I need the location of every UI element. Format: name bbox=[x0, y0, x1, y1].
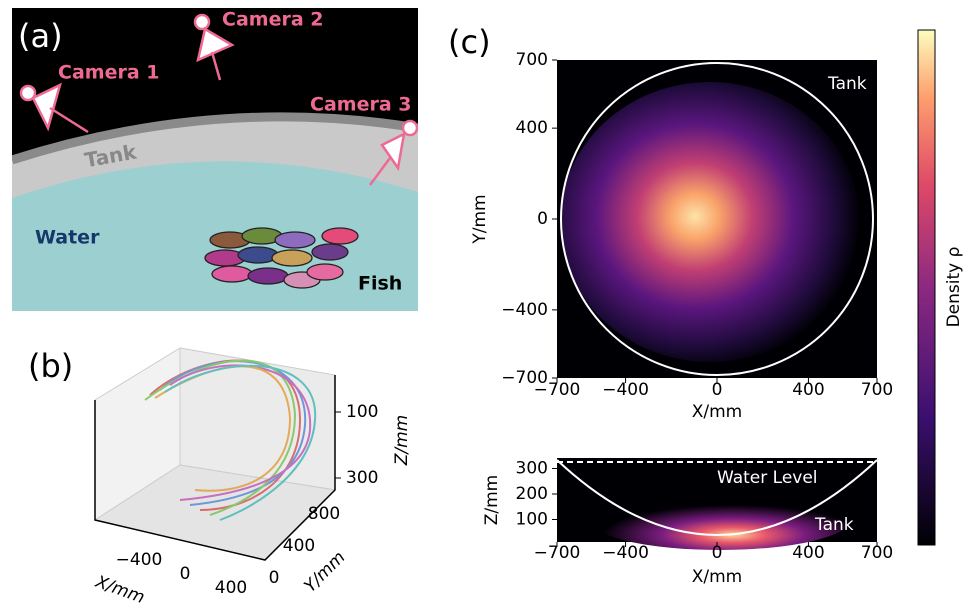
y-tick-label: 100 bbox=[516, 510, 548, 530]
x-axis-label: X/mm bbox=[692, 567, 743, 587]
x-tick-label: −400 bbox=[602, 380, 649, 400]
camera-label: Camera 3 bbox=[310, 94, 411, 116]
y-axis-label: Z/mm bbox=[482, 475, 502, 526]
camera-label: Camera 1 bbox=[58, 62, 159, 84]
panel-label: (b) bbox=[28, 347, 73, 385]
x-tick-label: 700 bbox=[861, 543, 893, 563]
annotation: Tank bbox=[814, 515, 854, 535]
x-tick-label: 0 bbox=[712, 380, 723, 400]
x-tick-label: 400 bbox=[792, 380, 824, 400]
x-tick-label: −400 bbox=[116, 550, 163, 570]
y-tick-label: 800 bbox=[308, 504, 340, 524]
y-axis-label: Y/mm bbox=[470, 194, 490, 244]
panel-a: (a) Camera 1 Camera 2 Camera 3 Tank Wate… bbox=[12, 8, 418, 311]
colorbar bbox=[918, 30, 935, 545]
z-tick-label: 100 bbox=[346, 402, 378, 422]
y-tick-label: 400 bbox=[516, 118, 548, 138]
y-tick-label: 300 bbox=[516, 459, 548, 479]
x-tick-label: 0 bbox=[180, 564, 191, 584]
x-tick-label: −700 bbox=[534, 543, 581, 563]
y-tick-label: 0 bbox=[269, 568, 280, 588]
colorbar-label: Density ρ bbox=[944, 247, 964, 328]
water-label: Water bbox=[35, 227, 100, 249]
figure: (a) Camera 1 Camera 2 Camera 3 Tank Wate… bbox=[0, 0, 968, 611]
heatmap bbox=[560, 82, 860, 362]
x-tick-label: −400 bbox=[602, 543, 649, 563]
y-tick-label: −700 bbox=[501, 368, 548, 388]
camera-label: Camera 2 bbox=[222, 9, 323, 31]
y-tick-label: 700 bbox=[516, 50, 548, 70]
x-axis-label: X/mm bbox=[692, 402, 743, 422]
panel-label: (c) bbox=[448, 23, 491, 61]
x-tick-label: 400 bbox=[215, 578, 247, 598]
panel-label: (a) bbox=[18, 17, 63, 55]
z-axis-label: Z/mm bbox=[392, 415, 412, 467]
x-tick-label: 0 bbox=[712, 543, 723, 563]
z-tick-label: 300 bbox=[346, 468, 378, 488]
x-tick-label: 400 bbox=[792, 543, 824, 563]
fish-label: Fish bbox=[358, 273, 402, 295]
heatmap bbox=[590, 490, 850, 550]
y-tick-label: 0 bbox=[537, 209, 548, 229]
fish-school bbox=[205, 228, 358, 288]
x-axis-label: X/mm bbox=[92, 572, 147, 608]
y-tick-label: 200 bbox=[516, 484, 548, 504]
x-tick-label: 700 bbox=[861, 380, 893, 400]
y-tick-label: 400 bbox=[283, 536, 315, 556]
annotation: Water Level bbox=[717, 468, 818, 488]
annotation: Tank bbox=[827, 74, 867, 94]
y-tick-label: −400 bbox=[501, 300, 548, 320]
